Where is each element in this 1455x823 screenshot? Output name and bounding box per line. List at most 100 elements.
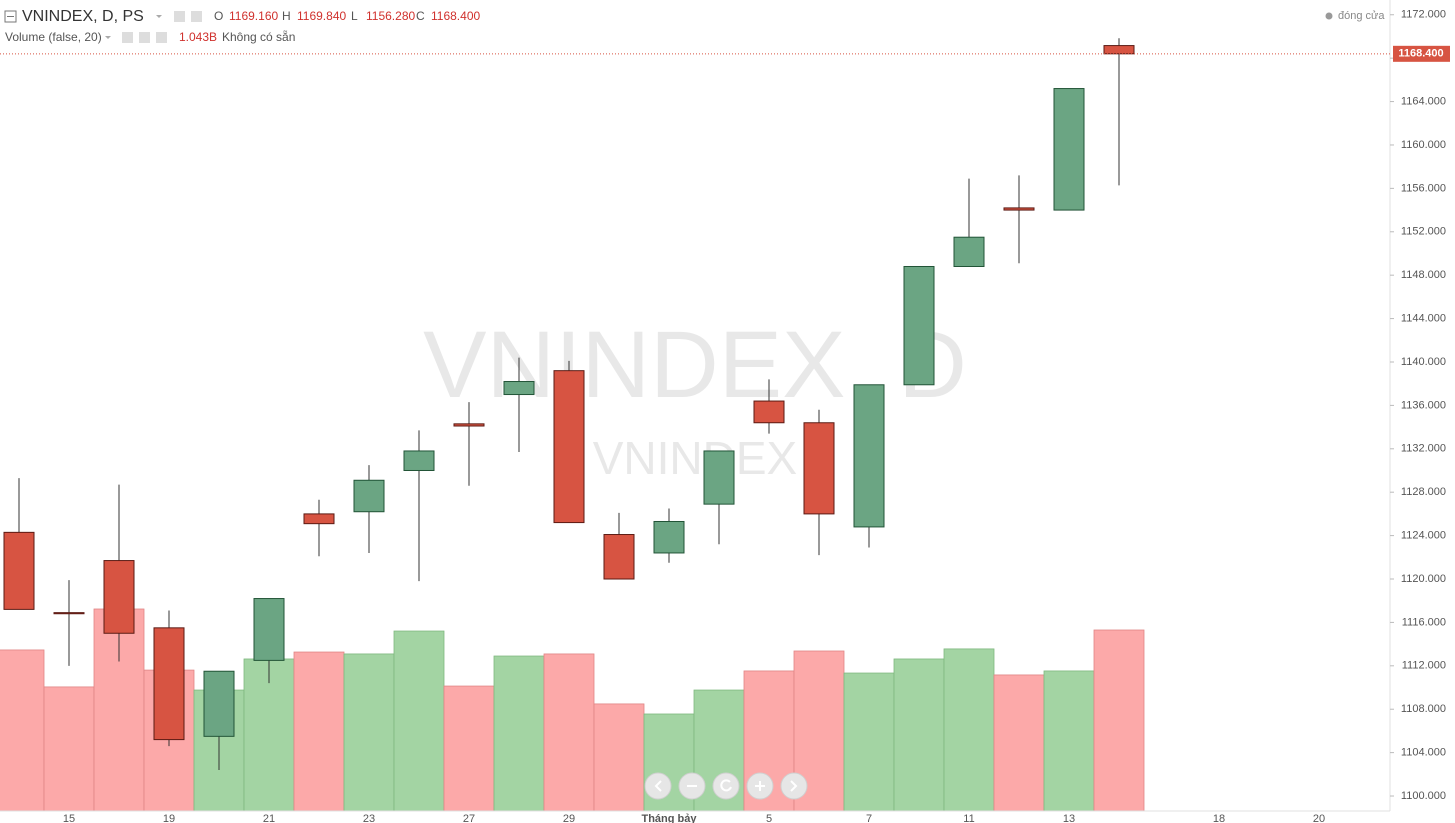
volume-bar bbox=[893, 658, 945, 812]
market-status: đóng cửa bbox=[1338, 10, 1385, 22]
y-tick-label: 1160.000 bbox=[1401, 139, 1446, 151]
candle-body bbox=[753, 400, 785, 424]
candle-body bbox=[53, 612, 85, 615]
y-tick-label: 1116.000 bbox=[1402, 616, 1446, 628]
dropdown-caret[interactable] bbox=[105, 36, 111, 39]
candle-layer bbox=[3, 38, 1135, 770]
candle-body bbox=[503, 381, 535, 396]
x-tick-label: Tháng bảy bbox=[641, 813, 697, 823]
volume-bar bbox=[943, 648, 995, 812]
dropdown-caret[interactable] bbox=[156, 15, 162, 18]
x-tick-label: 7 bbox=[866, 813, 872, 823]
ohlc-key: O bbox=[214, 9, 223, 23]
icon-right bbox=[790, 780, 798, 792]
x-tick-label: 18 bbox=[1213, 813, 1225, 823]
volume-bar bbox=[43, 686, 95, 812]
icon-eye[interactable] bbox=[122, 32, 133, 43]
scroll-left-button[interactable] bbox=[644, 772, 672, 800]
candle-body bbox=[203, 670, 235, 737]
icon-reset bbox=[720, 779, 732, 792]
candle-body bbox=[903, 265, 935, 386]
icon-settings[interactable] bbox=[139, 32, 150, 43]
last-price-tag bbox=[1393, 45, 1450, 62]
y-tick-label: 1148.000 bbox=[1401, 269, 1446, 281]
icon-eye[interactable] bbox=[174, 11, 185, 22]
candle-body bbox=[803, 422, 835, 515]
candle-body bbox=[953, 236, 985, 267]
y-tick-label: 1108.000 bbox=[1401, 703, 1446, 715]
ohlc-legend: O 1169.160 H 1169.840 L 1156.280 C 1168.400 bbox=[214, 9, 480, 23]
reset-button[interactable] bbox=[712, 772, 740, 800]
y-tick-label: 1120.000 bbox=[1401, 573, 1446, 585]
volume-bar bbox=[843, 672, 895, 812]
x-tick-label: 13 bbox=[1063, 813, 1075, 823]
volume-bar bbox=[393, 630, 445, 812]
y-tick-label: 1152.000 bbox=[1401, 226, 1446, 238]
candle-body bbox=[3, 531, 35, 610]
candle-body bbox=[453, 423, 485, 427]
y-tick-label: 1128.000 bbox=[1401, 486, 1446, 498]
volume-bar bbox=[1093, 629, 1145, 812]
icon-close[interactable] bbox=[156, 32, 167, 43]
volume-bar bbox=[293, 651, 345, 812]
icon-plus bbox=[755, 781, 765, 791]
candle-body bbox=[1103, 45, 1135, 55]
watermark-sub: VNINDEX bbox=[593, 432, 797, 484]
candle-body bbox=[853, 384, 885, 528]
x-tick-label: 11 bbox=[963, 813, 974, 823]
x-tick-label: 23 bbox=[363, 813, 375, 823]
y-tick-label: 1124.000 bbox=[1401, 530, 1446, 542]
y-tick-label: 1136.000 bbox=[1401, 399, 1446, 411]
candle-body bbox=[403, 450, 435, 471]
candle-body bbox=[353, 479, 385, 513]
ohlc-key: L bbox=[351, 9, 358, 23]
icon-settings[interactable] bbox=[191, 11, 202, 22]
y-axis: 1100.000 1104.000 1108.000 1112.000 1116.000… bbox=[1389, 0, 1446, 811]
candle-body bbox=[153, 627, 185, 741]
volume-bar bbox=[343, 653, 395, 812]
y-tick-label: 1164.000 bbox=[1401, 95, 1446, 107]
icon-left bbox=[654, 780, 662, 792]
candle-body bbox=[103, 560, 135, 634]
y-tick-label: 1100.000 bbox=[1401, 790, 1446, 802]
ohlc-value: 1169.840 bbox=[297, 9, 346, 23]
last-price-label: 1168.400 bbox=[1398, 48, 1443, 60]
y-tick-label: 1140.000 bbox=[1401, 356, 1446, 368]
x-tick-label: 15 bbox=[63, 813, 75, 823]
volume-bar bbox=[243, 658, 295, 812]
candle-body bbox=[603, 534, 635, 580]
volume-bar bbox=[543, 653, 595, 812]
volume-bar bbox=[993, 674, 1045, 812]
ohlc-value: 1169.160 bbox=[229, 9, 278, 23]
x-tick-label: 27 bbox=[463, 813, 475, 823]
ohlc-key: C bbox=[416, 9, 425, 23]
collapse-icon[interactable] bbox=[4, 10, 17, 23]
volume-bar bbox=[443, 685, 495, 812]
candle-body bbox=[253, 598, 285, 661]
y-tick-label: 1132.000 bbox=[1401, 443, 1446, 455]
candle-body bbox=[653, 520, 685, 554]
volume-title: Volume (false, 20) bbox=[5, 30, 102, 44]
candle-body bbox=[1053, 88, 1085, 211]
volume-value: 1.043B bbox=[179, 30, 217, 44]
ohlc-value: 1168.400 bbox=[431, 9, 480, 23]
y-tick-label: 1144.000 bbox=[1401, 312, 1446, 324]
candle-body bbox=[1003, 207, 1035, 211]
scroll-right-button[interactable] bbox=[780, 772, 808, 800]
status-dot bbox=[1325, 12, 1333, 20]
x-tick-label: 19 bbox=[163, 813, 175, 823]
nav-icons bbox=[654, 779, 798, 792]
volume-bar bbox=[0, 649, 45, 812]
y-tick-label: 1172.000 bbox=[1401, 9, 1446, 21]
volume-bar bbox=[593, 703, 645, 812]
x-axis: 15 19 21 23 27 29 Tháng bảy 5 7 11 13 18 20 bbox=[63, 813, 1325, 823]
candle-body bbox=[553, 370, 585, 524]
y-tick-label: 1104.000 bbox=[1401, 747, 1446, 759]
candle-body bbox=[303, 513, 335, 525]
symbol-title: VNINDEX, D, PS bbox=[22, 8, 144, 25]
ohlc-value: 1156.280 bbox=[366, 9, 415, 23]
volume-bar bbox=[493, 655, 545, 812]
watermark: VNINDEX, D bbox=[423, 312, 967, 418]
